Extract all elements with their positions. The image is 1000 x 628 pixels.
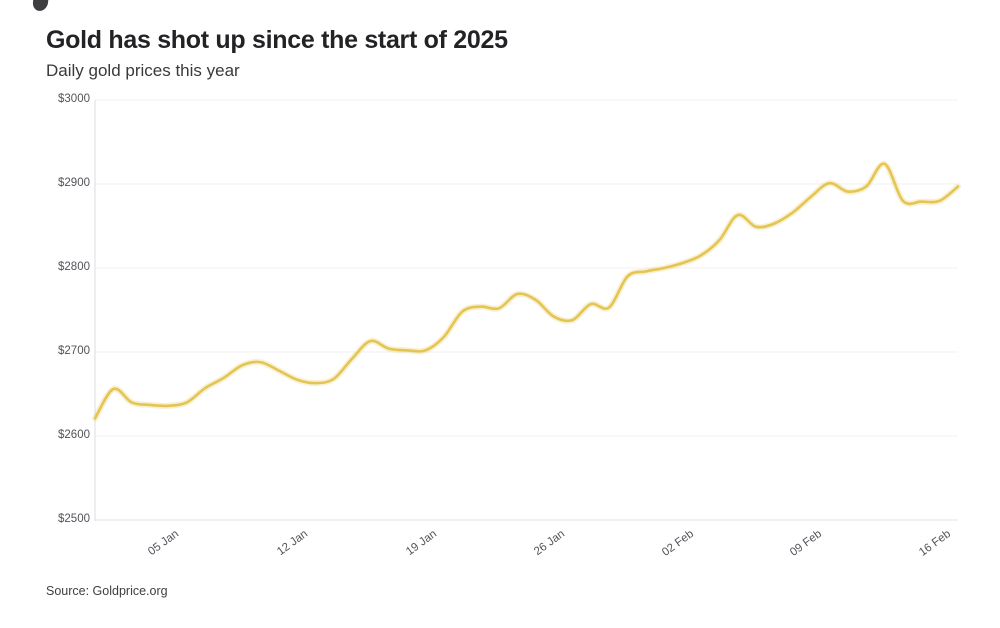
- gridlines: [95, 99, 958, 521]
- y-tick-label: $2600: [58, 429, 90, 441]
- chart-subtitle: Daily gold prices this year: [46, 61, 240, 80]
- gold-price-line: [93, 162, 960, 420]
- y-tick-label: $3000: [58, 93, 90, 105]
- gold-price-line-halo: [92, 160, 961, 422]
- y-tick-label: $2500: [58, 513, 90, 525]
- y-tick-label: $2900: [58, 177, 90, 189]
- source-note: Source: Goldprice.org: [46, 584, 168, 598]
- y-tick-label: $2800: [58, 261, 90, 273]
- y-tick-label: $2700: [58, 345, 90, 357]
- chart-title: Gold has shot up since the start of 2025: [46, 26, 508, 54]
